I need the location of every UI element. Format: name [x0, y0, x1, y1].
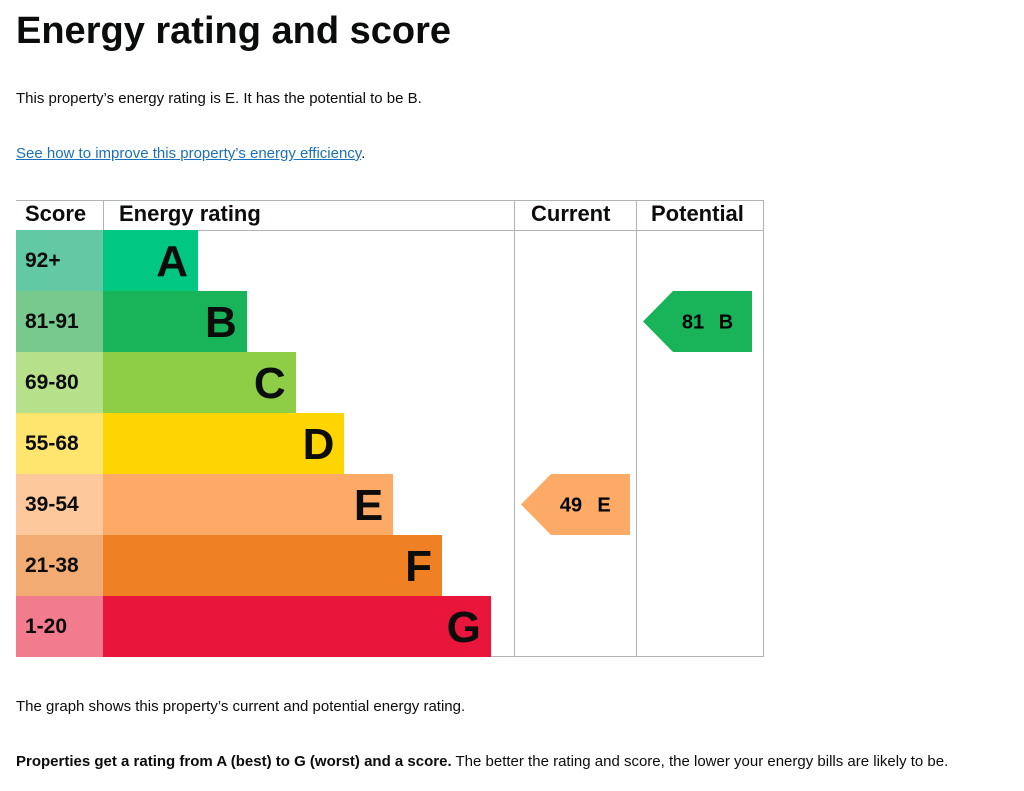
- table-border: [16, 200, 764, 201]
- potential-score: 81: [682, 312, 704, 334]
- rating-note-rest: The better the rating and score, the low…: [451, 753, 949, 770]
- rating-bar: B: [103, 291, 247, 352]
- current-letter: E: [597, 495, 610, 517]
- graph-note: The graph shows this property’s current …: [16, 698, 466, 715]
- rating-bar: A: [103, 230, 198, 291]
- rating-note-bold: Properties get a rating from A (best) to…: [16, 753, 452, 770]
- score-cell: 39-54: [16, 474, 103, 535]
- current-score: 49: [560, 495, 582, 517]
- score-cell: 69-80: [16, 352, 103, 413]
- link-line: See how to improve this property’s energ…: [16, 145, 365, 162]
- rating-bar: D: [103, 413, 345, 474]
- intro-text: This property’s energy rating is E. It h…: [16, 90, 422, 107]
- potential-arrow: 81 B: [643, 291, 752, 352]
- page-title: Energy rating and score: [16, 10, 452, 52]
- potential-letter: B: [719, 312, 733, 334]
- score-cell: 55-68: [16, 413, 103, 474]
- header-potential: Potential: [651, 201, 744, 226]
- improve-link[interactable]: See how to improve this property’s energ…: [16, 145, 362, 162]
- rating-bar: F: [103, 535, 442, 596]
- table-border: [514, 200, 515, 657]
- score-cell: 81-91: [16, 291, 103, 352]
- rating-note: Properties get a rating from A (best) to…: [16, 753, 948, 770]
- current-arrow: 49 E: [521, 474, 630, 535]
- score-cell: 1-20: [16, 596, 103, 657]
- header-current: Current: [531, 201, 611, 226]
- score-cell: 92+: [16, 230, 103, 291]
- header-rating: Energy rating: [119, 201, 261, 226]
- table-border: [763, 200, 764, 657]
- link-suffix: .: [361, 145, 366, 162]
- score-cell: 21-38: [16, 535, 103, 596]
- rating-bar: C: [103, 352, 296, 413]
- arrow-shape: [521, 474, 630, 535]
- rating-bar: G: [103, 596, 491, 657]
- table-border: [16, 230, 764, 231]
- rating-bar: E: [103, 474, 394, 535]
- arrow-shape: [643, 291, 752, 352]
- table-border: [636, 200, 637, 657]
- table-border: [103, 200, 104, 230]
- header-score: Score: [25, 201, 87, 226]
